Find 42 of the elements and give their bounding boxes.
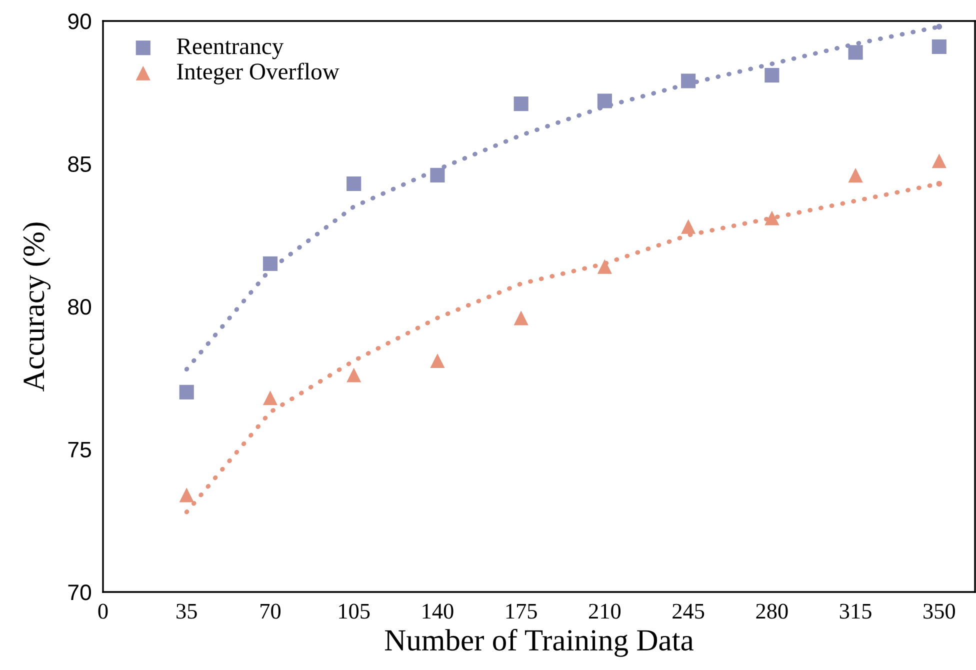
y-axis-title: Accuracy (%): [22, 222, 51, 392]
point: [597, 94, 612, 108]
point: [764, 210, 780, 226]
x-tick-label: 105: [339, 604, 370, 619]
x-tick-label: 210: [589, 604, 621, 619]
x-tick-label: 280: [756, 604, 788, 619]
y-tick-label: 85: [68, 156, 91, 172]
x-tick-label: 35: [176, 604, 197, 619]
point: [262, 256, 278, 271]
x-tick-label: 175: [506, 604, 537, 619]
x-tick-label: 315: [840, 604, 872, 619]
legend-label: Reentrancy: [176, 38, 284, 60]
point: [430, 353, 445, 368]
x-tick-label: 350: [924, 604, 955, 619]
point: [681, 219, 696, 234]
x-tick-label: 245: [672, 604, 704, 619]
x-tick-label: 0: [98, 604, 108, 619]
y-tick-label: 80: [68, 299, 92, 315]
x-axis-title: Number of Training Data: [384, 628, 694, 657]
point: [514, 310, 528, 326]
point: [346, 176, 362, 192]
y-tick-label: 90: [68, 14, 92, 30]
point: [179, 488, 194, 502]
point: [179, 384, 194, 400]
point: [936, 180, 942, 187]
point: [681, 74, 696, 88]
point: [514, 96, 528, 112]
x-tick-label: 70: [260, 604, 280, 619]
point: [932, 154, 946, 168]
point: [932, 39, 946, 54]
point: [346, 368, 362, 382]
legend-label: Integer Overflow: [177, 62, 340, 84]
point: [848, 45, 863, 60]
point: [848, 168, 863, 182]
y-tick-label: 75: [68, 442, 91, 458]
point: [597, 259, 612, 274]
y-tick-label: 70: [68, 584, 92, 600]
point: [936, 24, 942, 30]
point: [262, 390, 278, 406]
point: [430, 168, 445, 182]
point: [764, 68, 780, 83]
x-tick-label: 140: [422, 604, 454, 619]
